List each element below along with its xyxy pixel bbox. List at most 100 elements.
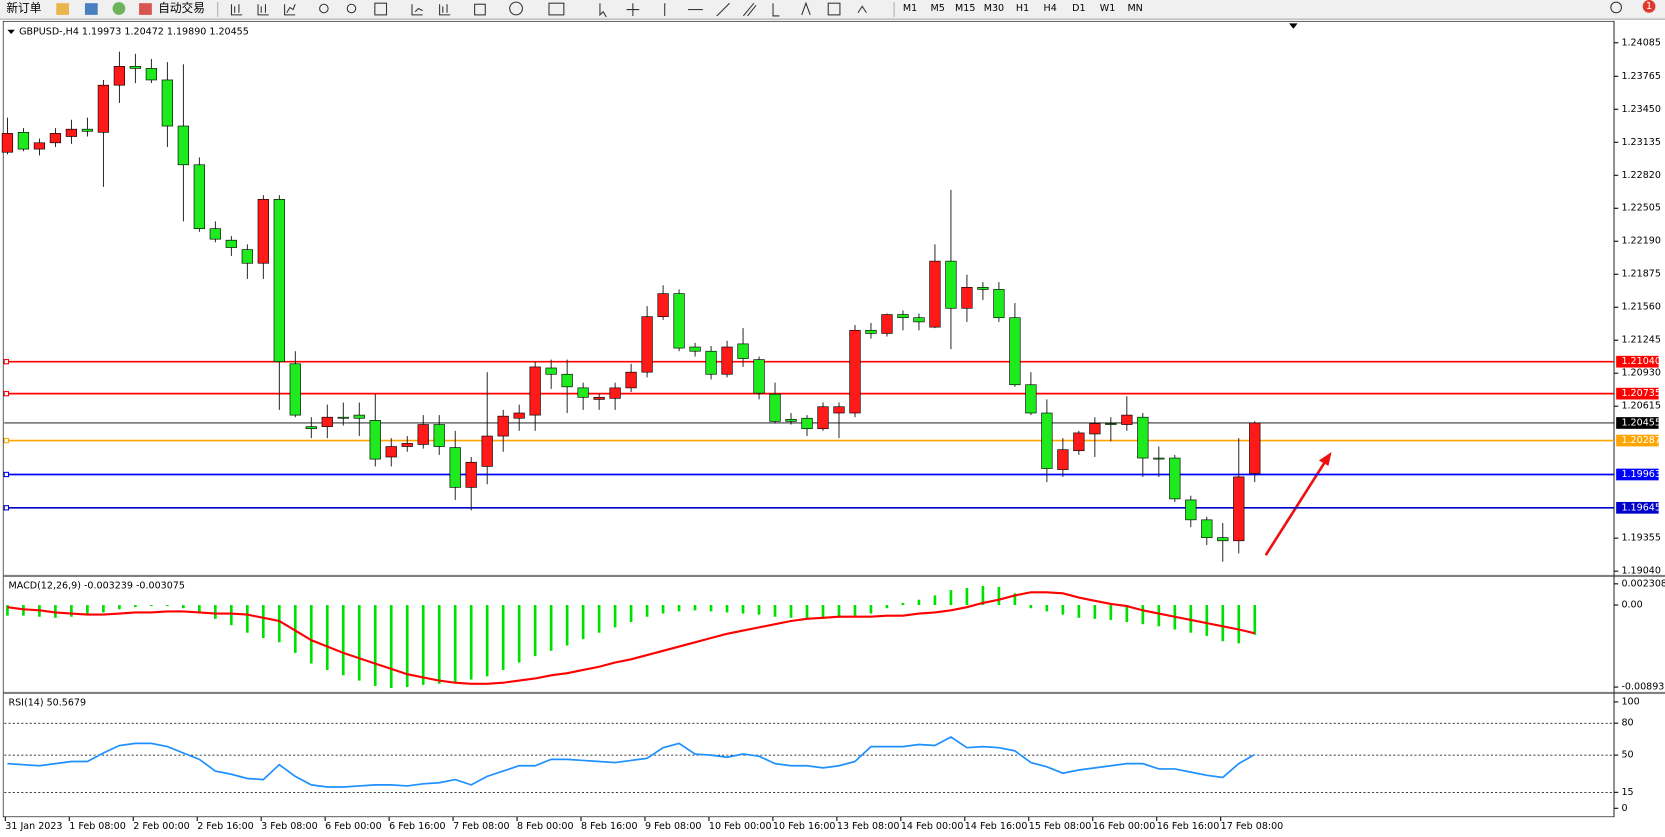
y-tick-label: -0.008939: [1621, 682, 1665, 693]
macd-bar: [709, 605, 713, 612]
price-label: 1.20287: [1621, 435, 1660, 446]
timeframe-button[interactable]: W1: [1100, 3, 1116, 14]
macd-bar: [1029, 605, 1033, 609]
x-tick-label: 10 Feb 00:00: [709, 821, 772, 832]
candle-body: [673, 293, 685, 349]
price-label-bg: [1616, 355, 1659, 368]
timeframe-button[interactable]: M15: [955, 3, 975, 14]
new-order-button[interactable]: 新订单: [6, 1, 41, 15]
macd-bar: [341, 605, 345, 676]
candle-body: [1169, 457, 1181, 500]
candle-body: [481, 435, 493, 467]
timeframe-button[interactable]: MN: [1127, 3, 1142, 14]
macd-bar: [309, 605, 313, 664]
timeframe-button[interactable]: M1: [903, 3, 917, 14]
macd-bar: [1109, 605, 1113, 620]
macd-bar: [198, 605, 201, 613]
candle-body: [881, 314, 893, 334]
candle-body: [97, 84, 110, 133]
timeframe-button[interactable]: D1: [1072, 3, 1085, 14]
candle-body: [1153, 457, 1165, 460]
macd-bar: [453, 605, 457, 683]
macd-bar: [357, 605, 361, 681]
macd-bar: [981, 585, 985, 606]
candle-body: [721, 346, 733, 375]
candle-body: [1249, 422, 1261, 474]
candle-body: [273, 199, 285, 363]
candle-body: [353, 414, 365, 419]
icon[interactable]: [112, 2, 126, 15]
x-tick-label: 8 Feb 00:00: [517, 821, 574, 832]
macd-bar: [1077, 605, 1081, 618]
macd-bar: [933, 595, 937, 606]
candle-body: [929, 260, 941, 328]
y-tick-label: 1.22505: [1621, 203, 1660, 214]
price-label-bg: [1616, 417, 1659, 429]
candle-body: [657, 293, 669, 317]
pane-title: RSI(14) 50.5679: [8, 697, 86, 708]
search-icon[interactable]: [1610, 1, 1622, 14]
notification-badge[interactable]: [1642, 0, 1656, 13]
candle-body: [1057, 449, 1069, 470]
candle-body: [1121, 414, 1133, 425]
level-handle: [3, 437, 10, 444]
icon[interactable]: [84, 3, 98, 15]
x-tick-label: 16 Feb 00:00: [1093, 821, 1156, 832]
macd-bar: [373, 605, 377, 686]
macd-bar: [485, 605, 489, 677]
timeframe-button[interactable]: H1: [1016, 3, 1029, 14]
macd-bar: [118, 605, 121, 610]
macd-bar: [229, 605, 233, 626]
candle-body: [993, 289, 1005, 319]
x-tick-label: 9 Feb 08:00: [645, 821, 702, 832]
candle-body: [1009, 317, 1021, 386]
y-tick-label: 1.21875: [1621, 269, 1660, 280]
price-label-bg: [1616, 434, 1659, 447]
candle-body: [849, 329, 861, 414]
candle-body: [817, 406, 829, 430]
candle-body: [545, 367, 557, 375]
candle-body: [753, 359, 765, 394]
candle-body: [785, 418, 797, 422]
macd-bar: [261, 605, 265, 639]
y-tick-label: 1.22190: [1621, 236, 1660, 247]
macd-bar: [773, 605, 777, 617]
y-tick-label: 80: [1621, 718, 1633, 729]
icon[interactable]: [139, 3, 152, 15]
candle-body: [577, 387, 589, 398]
candle-body: [769, 393, 781, 422]
y-tick-label: 15: [1621, 787, 1633, 798]
macd-bar: [757, 605, 761, 615]
price-label-bg: [1616, 387, 1659, 400]
icon[interactable]: [56, 3, 70, 15]
level-handle: [3, 471, 10, 478]
candle-body: [145, 68, 157, 81]
timeframe-button[interactable]: M30: [984, 3, 1004, 14]
x-tick-label: 6 Feb 00:00: [325, 821, 382, 832]
candle-body: [1185, 499, 1197, 521]
timeframes: M1 M5 M15 M30 H1 H4 D1 W1 MN: [903, 3, 1143, 14]
macd-bar: [741, 605, 745, 614]
candle-body: [257, 199, 269, 264]
candle-body: [641, 316, 653, 373]
rsi-line: [7, 736, 1256, 788]
x-tick-label: 14 Feb 00:00: [901, 821, 964, 832]
candle-body: [1137, 416, 1149, 459]
pane-title: GBPUSD-,H4 1.19973 1.20472 1.19890 1.204…: [19, 26, 249, 37]
x-tick-label: 15 Feb 08:00: [1029, 821, 1092, 832]
tool-icons[interactable]: [230, 1, 867, 18]
y-tick-label: 1.19040: [1621, 566, 1660, 577]
macd-bar: [1125, 605, 1129, 623]
candle-body: [465, 461, 477, 488]
candle-body: [289, 363, 301, 416]
y-tick-label: 1.21245: [1621, 335, 1660, 346]
timeframe-button[interactable]: M5: [930, 3, 944, 14]
candle-body: [241, 249, 253, 264]
macd-bar: [661, 605, 665, 614]
macd-bar: [1045, 605, 1049, 612]
timeframe-button[interactable]: H4: [1044, 3, 1057, 14]
auto-trading-button[interactable]: 自动交易: [158, 1, 205, 15]
candle-body: [1073, 432, 1085, 452]
macd-bar: [134, 605, 137, 608]
